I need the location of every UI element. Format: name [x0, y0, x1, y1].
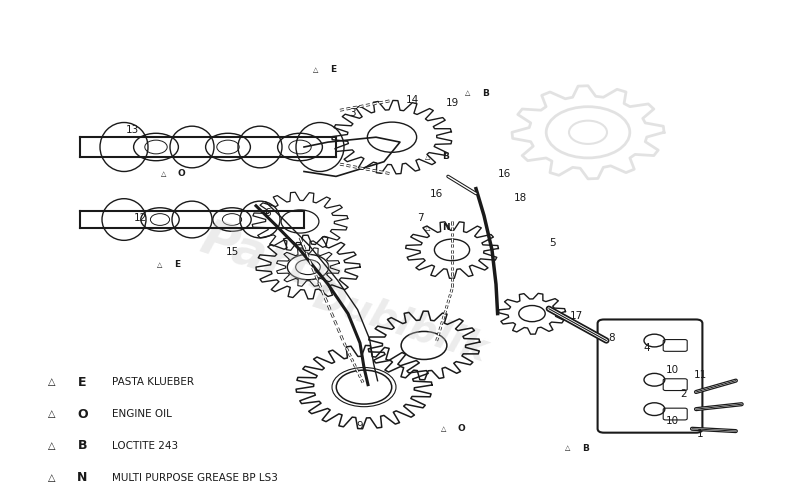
- Text: 11: 11: [694, 370, 706, 380]
- Text: O: O: [458, 424, 466, 433]
- Text: B: B: [582, 444, 589, 453]
- Text: △: △: [48, 441, 56, 451]
- Text: △: △: [158, 262, 162, 268]
- Text: Dublblik: Dublblik: [308, 277, 492, 369]
- Text: △: △: [48, 377, 56, 387]
- Text: △: △: [566, 445, 570, 451]
- Text: 12: 12: [134, 213, 146, 223]
- Text: △: △: [314, 67, 318, 73]
- Text: 6: 6: [265, 208, 271, 218]
- Text: 10: 10: [666, 365, 678, 375]
- Text: B: B: [442, 152, 449, 161]
- Text: 14: 14: [406, 96, 418, 105]
- Text: 13: 13: [126, 125, 138, 135]
- Text: 8: 8: [609, 333, 615, 343]
- Text: O: O: [178, 170, 186, 178]
- Text: N: N: [442, 223, 450, 232]
- Text: 19: 19: [446, 98, 458, 108]
- Text: △: △: [466, 90, 470, 96]
- Text: △: △: [426, 225, 430, 231]
- Text: LOCTITE 243: LOCTITE 243: [112, 441, 178, 451]
- Text: △: △: [162, 171, 166, 177]
- Text: 3: 3: [349, 108, 355, 118]
- Text: 15: 15: [226, 247, 238, 257]
- Text: △: △: [48, 409, 56, 419]
- Text: 1: 1: [697, 429, 703, 439]
- Text: ENGINE OIL: ENGINE OIL: [112, 409, 172, 419]
- Text: △: △: [48, 473, 56, 483]
- Text: 16: 16: [430, 189, 442, 198]
- Text: MULTI PURPOSE GREASE BP LS3: MULTI PURPOSE GREASE BP LS3: [112, 473, 278, 483]
- Text: 2: 2: [681, 390, 687, 399]
- Text: 17: 17: [570, 311, 582, 321]
- Text: B: B: [78, 440, 87, 452]
- Text: E: E: [330, 65, 337, 74]
- Text: Parts: Parts: [195, 215, 349, 305]
- Text: 7: 7: [417, 213, 423, 223]
- Text: N: N: [78, 471, 87, 484]
- Text: 9: 9: [357, 421, 363, 431]
- Text: 18: 18: [514, 194, 526, 203]
- Text: E: E: [174, 260, 181, 269]
- Text: 5: 5: [549, 238, 555, 247]
- Text: PASTA KLUEBER: PASTA KLUEBER: [112, 377, 194, 387]
- Text: 10: 10: [666, 416, 678, 426]
- Text: △: △: [426, 154, 430, 160]
- Text: E: E: [78, 376, 86, 389]
- Text: O: O: [77, 408, 88, 420]
- Text: B: B: [482, 89, 489, 98]
- Text: △: △: [442, 426, 446, 432]
- Text: 4: 4: [643, 343, 650, 353]
- Text: 16: 16: [498, 169, 510, 179]
